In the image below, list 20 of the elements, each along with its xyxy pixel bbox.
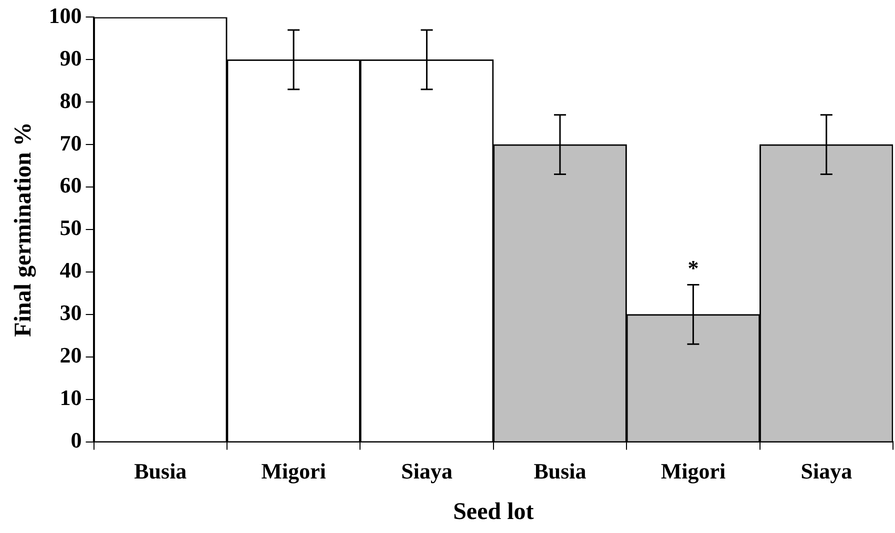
y-tick-label: 60 — [60, 172, 82, 198]
x-tick-label: Busia — [534, 458, 586, 484]
y-tick-label: 80 — [60, 88, 82, 113]
x-tick-label: Siaya — [401, 458, 452, 484]
y-tick-label: 40 — [60, 258, 82, 283]
y-tick-label: 100 — [48, 2, 82, 28]
x-tick-label: Migori — [660, 458, 726, 484]
x-tick-label: Siaya — [800, 458, 852, 484]
y-tick-label: 20 — [60, 342, 82, 368]
y-tick-label: 10 — [60, 385, 82, 410]
y-tick-label: 50 — [60, 215, 82, 240]
annotation: * — [688, 255, 699, 280]
x-axis-title: Seed lot — [453, 498, 534, 525]
y-tick-label: 30 — [60, 300, 82, 326]
x-tick-label: Migori — [261, 458, 326, 484]
y-tick-label: 0 — [70, 427, 82, 452]
y-tick-label: 90 — [60, 45, 82, 70]
x-tick-label: Busia — [134, 458, 187, 484]
y-tick-label: 70 — [60, 130, 82, 156]
y-axis-title: Final germination % — [10, 122, 37, 337]
